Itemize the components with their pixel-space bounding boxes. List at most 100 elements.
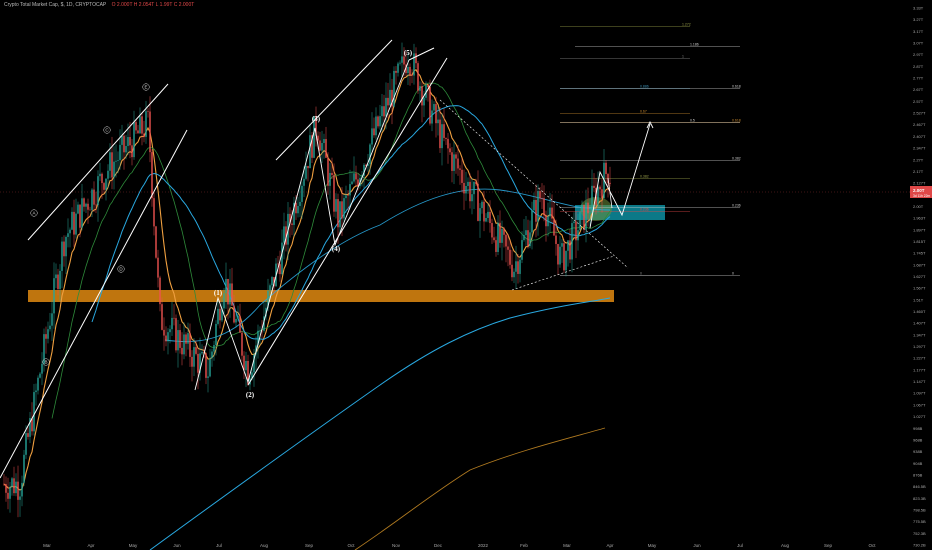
candle-body <box>281 242 283 275</box>
candle-body <box>75 213 77 235</box>
candle-body <box>13 478 15 494</box>
candle-body <box>351 181 353 185</box>
candle-body <box>269 285 271 291</box>
candle-body <box>593 185 595 188</box>
candle-body <box>365 164 367 166</box>
channel-upper-line <box>27 83 169 241</box>
candle-body <box>41 363 43 374</box>
candle-body <box>457 158 459 169</box>
price-axis-label: 1.407T <box>913 321 926 326</box>
candle-body <box>309 135 311 169</box>
candle-body <box>289 213 291 224</box>
candle-body <box>447 138 449 149</box>
candle-body <box>97 176 99 206</box>
candle-body <box>521 240 523 260</box>
candle-body <box>397 63 399 73</box>
candle-body <box>225 278 227 294</box>
candle-body <box>471 194 473 202</box>
candle-body <box>437 119 439 124</box>
abc-wave-label: C <box>105 128 109 133</box>
candle-body <box>39 373 41 378</box>
candle-body <box>69 229 71 234</box>
candle-body <box>305 165 307 179</box>
price-axis-label: 2.57T <box>913 99 924 104</box>
candle-body <box>449 148 451 153</box>
candle-body <box>3 483 5 485</box>
candle-body <box>37 377 39 391</box>
impulse-wave-label: (3) <box>312 115 321 123</box>
candle-body <box>423 97 425 106</box>
candle-body <box>585 202 587 230</box>
candle-body <box>67 233 69 237</box>
candle-body <box>385 97 387 117</box>
price-axis-label: 1.027T <box>913 414 926 419</box>
candle-body <box>401 56 403 63</box>
price-axis-label: 2.347T <box>913 146 926 151</box>
candle-body <box>175 318 177 351</box>
candle-body <box>479 208 481 221</box>
candle-body <box>105 178 107 190</box>
price-axis-label: 2.17T <box>913 169 924 174</box>
moving-averages <box>3 68 611 550</box>
candle-body <box>255 345 257 355</box>
drawings-layer <box>0 39 654 479</box>
ema-orange-line <box>3 68 611 491</box>
candle-body <box>533 200 535 211</box>
candle-body <box>473 181 475 195</box>
candle-body <box>247 360 249 385</box>
price-axis-label: 3.27T <box>913 17 924 22</box>
candle-body <box>421 86 423 106</box>
candle-body <box>567 240 569 251</box>
candle-body <box>81 198 83 228</box>
candle-body <box>245 360 247 371</box>
price-axis-label: 1.347T <box>913 332 926 337</box>
candle-body <box>507 246 509 250</box>
candle-body <box>517 261 519 274</box>
candle-body <box>223 293 225 309</box>
projection-arrow <box>646 120 654 129</box>
price-axis-label: 1.963T <box>913 216 926 221</box>
candle-body <box>233 305 235 323</box>
time-axis-label: Apr <box>606 543 614 548</box>
candle-body <box>221 308 223 321</box>
impulse-wave-label: (2) <box>246 391 255 399</box>
candle-body <box>453 154 455 171</box>
price-axis-label: 798.5B <box>913 507 926 512</box>
wave-labels: (1) (2) (3) (4) (5) A B C D E <box>30 49 413 399</box>
abc-wave-label: B <box>44 360 47 365</box>
candle-body <box>367 164 369 166</box>
support-zone <box>28 290 614 302</box>
candle-body <box>477 183 479 221</box>
time-axis-label: Apr <box>87 543 95 548</box>
candle-body <box>519 259 521 274</box>
fib-label: 0.236 <box>640 208 649 212</box>
candle-body <box>393 70 395 107</box>
candle-body <box>465 185 467 194</box>
price-axis-label: 1.297T <box>913 344 926 349</box>
candle-body <box>443 124 445 138</box>
candle-body <box>505 234 507 247</box>
impulse-channel-upper <box>275 39 393 161</box>
candle-body <box>279 264 281 275</box>
candle-body <box>277 263 279 265</box>
candle-body <box>565 250 567 271</box>
candle-body <box>121 135 123 145</box>
time-axis-label: Aug <box>781 543 790 548</box>
price-axis-label: 1.147T <box>913 379 926 384</box>
candle-body <box>273 277 275 287</box>
candle-body <box>549 207 551 217</box>
candle-body <box>563 243 565 271</box>
time-axis-label: Jul <box>216 543 222 548</box>
price-axis-label: 1.627T <box>913 274 926 279</box>
candle-body <box>495 240 497 252</box>
candle-body <box>461 169 463 183</box>
candle-body <box>407 66 409 74</box>
candle-body <box>347 195 349 196</box>
candle-body <box>415 53 417 64</box>
candle-body <box>383 106 385 117</box>
candle-body <box>493 237 495 241</box>
candle-body <box>185 334 187 344</box>
candle-body <box>113 161 115 178</box>
candle-body <box>173 317 175 319</box>
